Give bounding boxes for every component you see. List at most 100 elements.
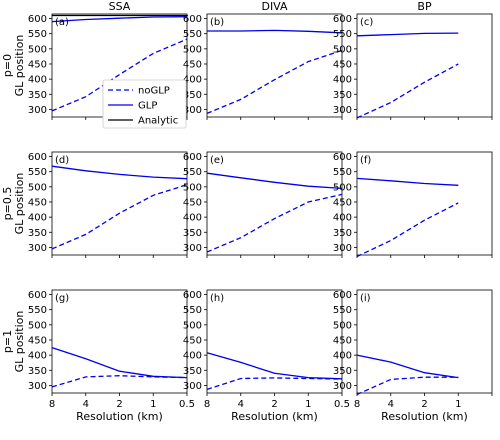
y-tick-label: 350: [333, 228, 352, 239]
series-line-glp: [51, 165, 188, 180]
y-tick-label: 500: [28, 320, 47, 331]
y-tick-label: 450: [28, 197, 47, 208]
y-tick-label: 350: [333, 366, 352, 377]
y-tick-label: 450: [183, 335, 202, 346]
series-line-glp: [356, 354, 459, 379]
y-tick-label: 450: [183, 197, 202, 208]
series-line-noglp: [356, 376, 459, 396]
panel-frame: [356, 151, 493, 256]
y-axis-label: GL position: [13, 35, 26, 97]
series-line-noglp: [206, 377, 343, 391]
y-tick-label: 600: [333, 14, 352, 25]
y-tick-label: 600: [333, 152, 352, 163]
y-tick-label: 550: [333, 305, 352, 316]
panel-label: (e): [210, 155, 224, 166]
y-tick-label: 550: [333, 29, 352, 40]
y-tick-label: 400: [28, 213, 47, 224]
series-line-glp: [356, 32, 459, 37]
y-tick-label: 450: [333, 197, 352, 208]
panel-frame: [206, 289, 343, 394]
y-tick-label: 350: [183, 228, 202, 239]
y-tick-label: 300: [28, 105, 47, 116]
series-line-noglp: [356, 63, 459, 119]
panel-label: (b): [210, 17, 224, 28]
x-tick-label: 8: [204, 399, 210, 410]
y-tick-label: 600: [183, 152, 202, 163]
y-tick-label: 550: [28, 167, 47, 178]
y-tick-label: 400: [183, 351, 202, 362]
column-title: SSA: [109, 0, 131, 13]
column-title: BP: [417, 0, 432, 13]
y-tick-label: 400: [333, 75, 352, 86]
y-tick-label: 300: [183, 243, 202, 254]
legend-entry: noGLP: [138, 86, 170, 97]
y-tick-label: 600: [183, 14, 202, 25]
y-tick-label: 500: [183, 182, 202, 193]
series-line-noglp: [356, 202, 459, 258]
y-tick-label: 300: [333, 381, 352, 392]
y-tick-label: 600: [333, 290, 352, 301]
y-tick-label: 350: [183, 90, 202, 101]
y-tick-label: 600: [183, 290, 202, 301]
y-tick-label: 600: [28, 290, 47, 301]
y-tick-label: 550: [28, 29, 47, 40]
series-line-glp: [206, 172, 343, 190]
series-line-glp: [356, 177, 459, 186]
panel-label: (a): [55, 17, 69, 28]
panel-label: (i): [360, 293, 371, 304]
y-tick-label: 550: [183, 29, 202, 40]
x-tick-label: 4: [83, 399, 89, 410]
y-tick-label: 500: [28, 44, 47, 55]
x-tick-label: 4: [238, 399, 244, 410]
series-line-noglp: [206, 193, 343, 253]
row-label: p=0.5: [1, 187, 14, 221]
y-tick-label: 300: [183, 105, 202, 116]
x-tick-label: 1: [150, 399, 156, 410]
y-tick-label: 350: [28, 366, 47, 377]
y-tick-label: 550: [183, 305, 202, 316]
y-tick-label: 300: [333, 105, 352, 116]
y-tick-label: 350: [28, 90, 47, 101]
x-tick-label: 2: [271, 399, 277, 410]
series-line-glp: [51, 346, 188, 379]
y-tick-label: 550: [28, 305, 47, 316]
x-tick-label: 4: [388, 399, 394, 410]
panel-frame: [206, 13, 343, 118]
legend-entry: GLP: [138, 101, 157, 112]
x-tick-label: 1: [455, 399, 461, 410]
y-tick-label: 500: [333, 182, 352, 193]
y-tick-label: 500: [28, 182, 47, 193]
y-tick-label: 600: [28, 152, 47, 163]
x-tick-label: 0.5: [334, 399, 350, 410]
y-tick-label: 450: [333, 335, 352, 346]
x-tick-label: 1: [305, 399, 311, 410]
y-tick-label: 400: [28, 351, 47, 362]
panel-label: (h): [210, 293, 224, 304]
x-axis-label: Resolution (km): [231, 410, 318, 423]
y-tick-label: 550: [333, 167, 352, 178]
x-tick-label: 2: [421, 399, 427, 410]
y-tick-label: 400: [28, 75, 47, 86]
series-line-glp: [207, 29, 343, 34]
row-label: p=1: [1, 330, 14, 353]
row-label: p=0: [1, 54, 14, 77]
panel-label: (c): [360, 17, 373, 28]
y-tick-label: 350: [333, 90, 352, 101]
series-line-noglp: [51, 184, 188, 250]
legend-entry: Analytic: [138, 116, 178, 127]
y-tick-label: 400: [183, 75, 202, 86]
series-line-noglp: [206, 49, 343, 115]
y-tick-label: 500: [183, 44, 202, 55]
y-axis-label: GL position: [13, 173, 26, 235]
panel-frame: [51, 151, 188, 256]
y-tick-label: 500: [333, 320, 352, 331]
y-tick-label: 600: [28, 14, 47, 25]
y-tick-label: 450: [333, 59, 352, 70]
legend-box: [102, 79, 187, 129]
y-tick-label: 300: [28, 243, 47, 254]
y-tick-label: 350: [28, 228, 47, 239]
y-tick-label: 400: [333, 213, 352, 224]
y-tick-label: 450: [28, 335, 47, 346]
x-axis-label: Resolution (km): [381, 410, 468, 423]
